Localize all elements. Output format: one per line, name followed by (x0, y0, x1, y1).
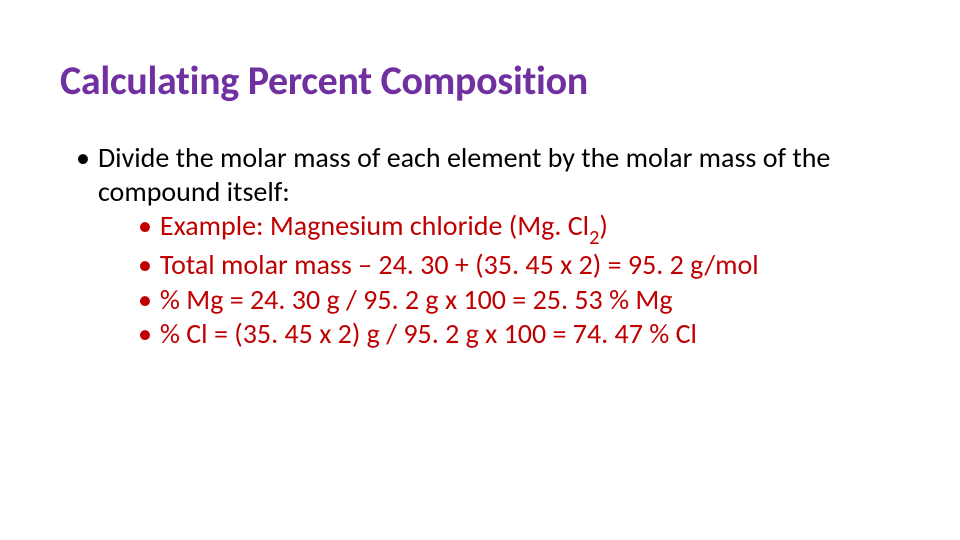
bullet-text-wrap: Divide the molar mass of each element by… (98, 141, 900, 351)
bullet-marker-icon: • (138, 317, 152, 351)
bullet-level-1: • Divide the molar mass of each element … (76, 141, 900, 351)
sub-bullet-item: • Total molar mass – 24. 30 + (35. 45 x … (138, 248, 900, 282)
bullet-main-text: Divide the molar mass of each element by… (98, 140, 830, 209)
slide-title: Calculating Percent Composition (60, 56, 900, 105)
bullet-marker-icon: • (76, 141, 90, 175)
bullet-list: • Divide the molar mass of each element … (60, 141, 900, 351)
sub-bullet-item: • % Mg = 24. 30 g / 95. 2 g x 100 = 25. … (138, 283, 900, 317)
sub-item-subscript: 2 (589, 226, 599, 250)
sub-bullet-item: • % Cl = (35. 45 x 2) g / 95. 2 g x 100 … (138, 317, 900, 351)
sub-bullet-text: % Mg = 24. 30 g / 95. 2 g x 100 = 25. 53… (160, 283, 673, 317)
sub-bullet-text: Total molar mass – 24. 30 + (35. 45 x 2)… (160, 248, 759, 282)
bullet-marker-icon: • (138, 283, 152, 317)
slide: Calculating Percent Composition • Divide… (0, 0, 960, 540)
sub-bullet-list: • Example: Magnesium chloride (Mg. Cl2) … (138, 209, 900, 351)
sub-item-pre: Example: Magnesium chloride (Mg. Cl (160, 208, 589, 243)
sub-bullet-text: % Cl = (35. 45 x 2) g / 95. 2 g x 100 = … (160, 317, 697, 351)
bullet-marker-icon: • (138, 248, 152, 282)
sub-bullet-text: Example: Magnesium chloride (Mg. Cl2) (160, 209, 608, 248)
sub-item-post: ) (599, 208, 608, 243)
sub-bullet-item: • Example: Magnesium chloride (Mg. Cl2) (138, 209, 900, 248)
bullet-marker-icon: • (138, 209, 152, 243)
